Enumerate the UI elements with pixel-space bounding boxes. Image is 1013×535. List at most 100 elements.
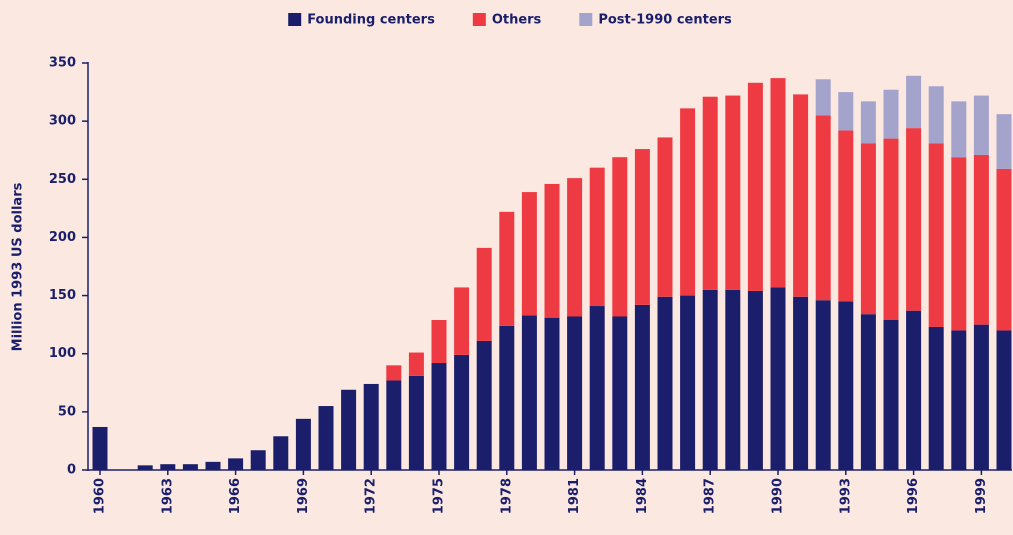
y-tick-label: 50 [58, 404, 76, 419]
y-tick-label: 350 [49, 56, 76, 71]
bar-segment [906, 128, 922, 311]
bar-segment [906, 75, 922, 129]
bar-segment [928, 326, 944, 470]
x-tick-label: 1981 [567, 478, 582, 514]
bar-segment [182, 464, 198, 470]
bar-segment [544, 317, 560, 470]
bar-segment [883, 319, 899, 470]
bar-segment [386, 365, 402, 381]
bar-segment [883, 138, 899, 320]
bar-segment [725, 95, 741, 290]
legend-swatch [288, 13, 302, 26]
x-tick-label: 1975 [432, 478, 447, 514]
y-tick-label: 300 [49, 114, 76, 129]
bar-segment [295, 418, 311, 470]
legend-swatch [579, 13, 593, 26]
bar-segment [838, 92, 854, 131]
bar-segment [973, 95, 989, 155]
bar-segment [160, 464, 176, 470]
bar-segment [928, 143, 944, 327]
x-tick-label: 1960 [93, 478, 108, 514]
bar-segment [702, 289, 718, 470]
bar-segment [589, 167, 605, 307]
bar-segment [815, 300, 831, 470]
legend-label: Founding centers [307, 13, 435, 28]
legend: Founding centers Others Post-1990 centers [288, 13, 732, 28]
bar-segment [454, 287, 470, 355]
bar-segment [250, 450, 266, 470]
bar-segment [770, 287, 786, 470]
bar-segment [567, 316, 583, 470]
y-tick-label: 0 [67, 463, 76, 478]
bar-segment [205, 461, 221, 470]
bar-segment [680, 108, 696, 296]
bar-segment [883, 89, 899, 139]
bar-segment [273, 436, 289, 470]
x-tick-label: 1993 [838, 478, 853, 514]
bar-segment [228, 458, 244, 470]
bar-segment [951, 157, 967, 331]
bar-segment [951, 101, 967, 158]
y-axis-label: Million 1993 US dollars [11, 182, 26, 351]
bar-segment [386, 380, 402, 470]
bar-segment [793, 296, 809, 470]
bar-segment [544, 183, 560, 318]
bar-segment [431, 319, 447, 364]
x-tick-label: 1999 [974, 478, 989, 514]
legend-swatch [472, 13, 486, 26]
x-tick-label: 1990 [771, 478, 786, 514]
y-tick-label: 250 [49, 172, 76, 187]
bar-segment [589, 306, 605, 470]
bar-segment [521, 192, 537, 316]
bar-segment [92, 426, 108, 470]
bar-segment [657, 296, 673, 470]
bar-segment [996, 168, 1012, 331]
bar-segment [634, 304, 650, 470]
bar-segment [702, 96, 718, 290]
bar-segment [793, 94, 809, 297]
bar-segment [341, 389, 357, 470]
x-tick-label: 1969 [296, 478, 311, 514]
y-tick-label: 100 [49, 346, 76, 361]
bar-segment [612, 157, 628, 317]
x-tick-label: 1978 [499, 478, 514, 514]
legend-label: Post-1990 centers [598, 13, 732, 28]
bar-segment [996, 330, 1012, 470]
y-tick-label: 200 [49, 230, 76, 245]
bar-segment [612, 316, 628, 470]
x-tick-label: 1984 [635, 478, 650, 514]
bar-segment [860, 314, 876, 470]
legend-label: Others [492, 13, 542, 28]
bar-segment [860, 143, 876, 315]
bar-segment [838, 130, 854, 302]
bar-segment [838, 301, 854, 470]
bar-segment [408, 352, 424, 376]
bar-segment [770, 78, 786, 288]
bar-segment [657, 137, 673, 297]
bar-segment [137, 465, 153, 470]
bar-segment [408, 375, 424, 470]
bar-segment [725, 289, 741, 470]
bar-segment [928, 86, 944, 144]
y-tick-label: 150 [49, 288, 76, 303]
bar-segment [521, 315, 537, 470]
x-tick-label: 1987 [703, 478, 718, 514]
bar-segment [634, 149, 650, 305]
bar-segment [973, 324, 989, 470]
bar-segment [747, 290, 763, 470]
bar-segment [476, 247, 492, 341]
bar-segment [747, 82, 763, 291]
bar-segment [680, 295, 696, 470]
bar-segment [499, 325, 515, 470]
x-tick-label: 1966 [228, 478, 243, 514]
x-tick-label: 1996 [906, 478, 921, 514]
bar-segment [567, 178, 583, 317]
bar-segment [996, 114, 1012, 169]
bar-segment [906, 310, 922, 470]
bar-segment [951, 330, 967, 470]
bar-segment [815, 115, 831, 301]
bar-segment [815, 79, 831, 116]
bar-segment [363, 383, 379, 470]
